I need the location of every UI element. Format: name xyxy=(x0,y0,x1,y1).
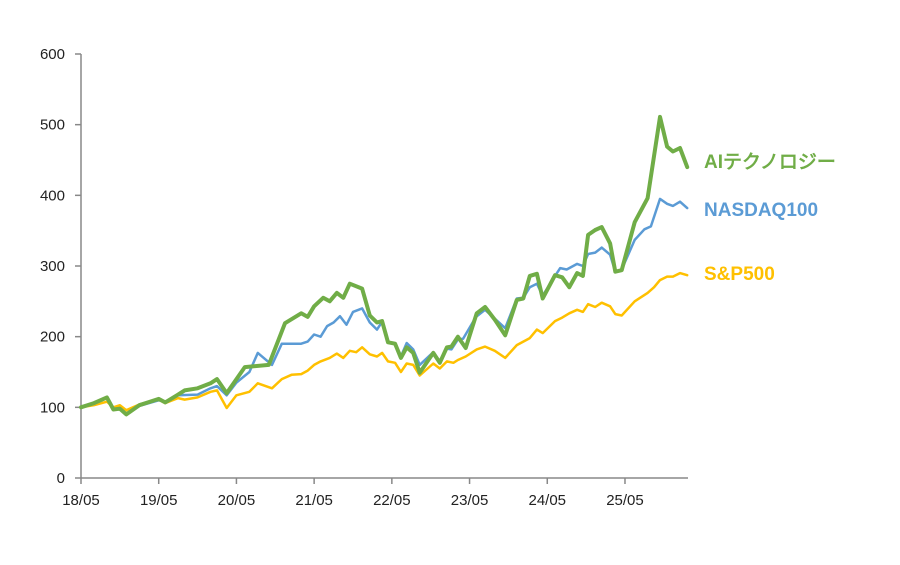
series-line-1 xyxy=(79,197,689,416)
y-tick-label: 300 xyxy=(40,258,65,275)
x-tick-label: 23/05 xyxy=(451,492,489,509)
x-tick-label: 20/05 xyxy=(218,492,256,509)
series-lines xyxy=(79,114,690,417)
y-tick-label: 100 xyxy=(40,399,65,416)
series-label: NASDAQ100 xyxy=(704,200,818,221)
x-tick-label: 22/05 xyxy=(373,492,411,509)
series-label: S&P500 xyxy=(704,264,775,285)
x-tick-label: 18/05 xyxy=(62,492,100,509)
x-tick-label: 19/05 xyxy=(140,492,178,509)
series-labels: AIテクノロジー NASDAQ100 S&P500 xyxy=(704,151,836,285)
series-label: AIテクノロジー xyxy=(704,151,836,173)
x-tick-label: 25/05 xyxy=(606,492,644,509)
series-line-2 xyxy=(79,271,689,412)
y-tick-label: 400 xyxy=(40,187,65,204)
y-tick-label: 500 xyxy=(40,117,65,134)
x-tick-label: 24/05 xyxy=(528,492,566,509)
x-tick-label: 21/05 xyxy=(295,492,333,509)
y-tick-label: 200 xyxy=(40,329,65,346)
axes: 0 100 200 300 400 500 600 18/05 19/05 20/05 21/05 2… xyxy=(40,46,688,509)
series-line-0 xyxy=(79,114,690,417)
y-tick-label: 0 xyxy=(57,470,65,487)
y-tick-label: 600 xyxy=(40,46,65,63)
